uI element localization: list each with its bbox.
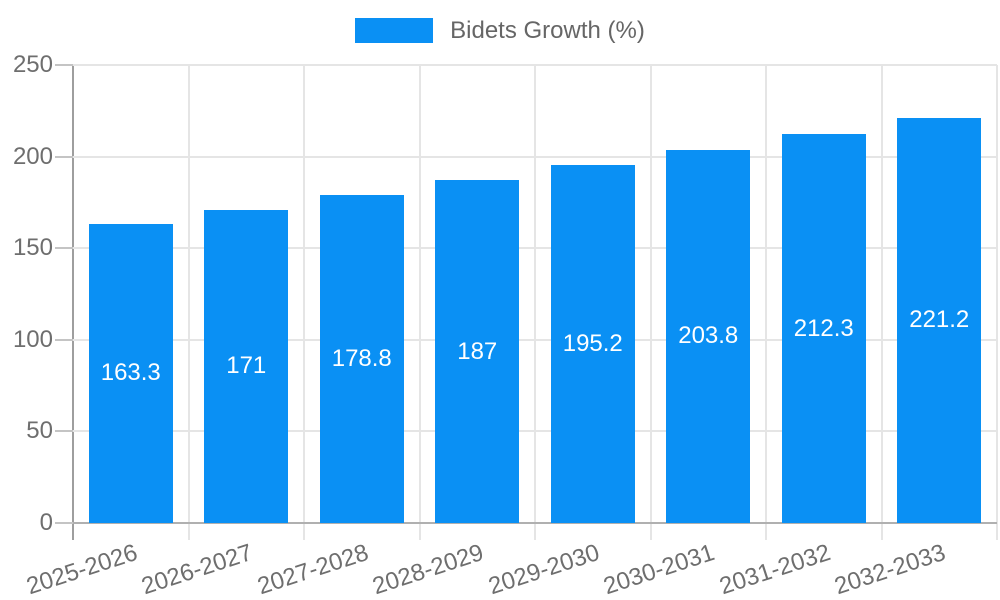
horizontal-gridline [73,64,997,66]
bar-value-label: 221.2 [909,306,970,334]
y-axis-tick-label: 150 [12,234,53,262]
bar[interactable] [897,117,982,523]
horizontal-gridline [73,338,997,341]
vertical-gridline [303,65,305,540]
vertical-gridline [418,65,421,540]
y-axis-tick [55,155,73,158]
y-axis-tick [55,338,73,341]
x-axis-line [73,522,997,524]
vertical-gridline [534,65,536,540]
vertical-gridline [765,65,767,540]
x-axis-tick-label: 2030-2031 [600,539,719,600]
bar[interactable] [550,165,635,523]
bar[interactable] [319,195,404,523]
x-axis-tick-label: 2027-2028 [254,539,372,600]
y-axis-tick-label: 200 [12,142,53,170]
vertical-gridline [880,65,883,540]
legend-item[interactable]: Bidets Growth (%) [355,18,645,43]
bar[interactable] [666,149,751,523]
y-axis-tick-label: 100 [12,325,53,353]
legend-color-swatch [355,18,434,43]
y-axis-tick-label: 0 [39,509,53,536]
x-axis-tick-label: 2028-2029 [369,539,488,600]
legend: Bidets Growth (%) [0,18,1000,43]
y-axis-tick [55,64,73,66]
bar[interactable] [88,223,173,523]
vertical-gridline [187,65,190,540]
y-axis-tick-label: 250 [12,51,53,78]
bar-value-label: 171 [226,352,267,380]
x-axis-tick-label: 2029-2030 [485,539,603,600]
bar-value-label: 212.3 [793,314,854,342]
y-axis-line [72,65,74,540]
vertical-gridline [996,65,998,540]
bar[interactable] [435,180,520,523]
vertical-gridline [649,65,652,540]
bar-value-label: 163.3 [100,359,161,387]
bar-value-label: 178.8 [331,345,392,373]
x-axis-tick-label: 2032-2033 [831,539,950,600]
y-axis-tick [55,430,73,433]
bar[interactable] [204,209,289,523]
bar-value-label: 187 [457,337,498,365]
y-axis-tick [55,522,73,524]
x-axis-tick-label: 2031-2032 [716,539,834,600]
horizontal-gridline [73,155,997,158]
x-axis-tick-label: 2025-2026 [23,539,141,600]
x-axis-tick-label: 2026-2027 [138,539,257,600]
bar[interactable] [781,134,866,523]
bar-value-label: 203.8 [678,322,739,350]
horizontal-gridline [73,430,997,433]
y-axis-tick [55,247,73,250]
bar-value-label: 195.2 [562,330,623,358]
horizontal-gridline [73,247,997,250]
y-axis-tick-label: 50 [26,417,53,445]
legend-label: Bidets Growth (%) [450,17,645,44]
